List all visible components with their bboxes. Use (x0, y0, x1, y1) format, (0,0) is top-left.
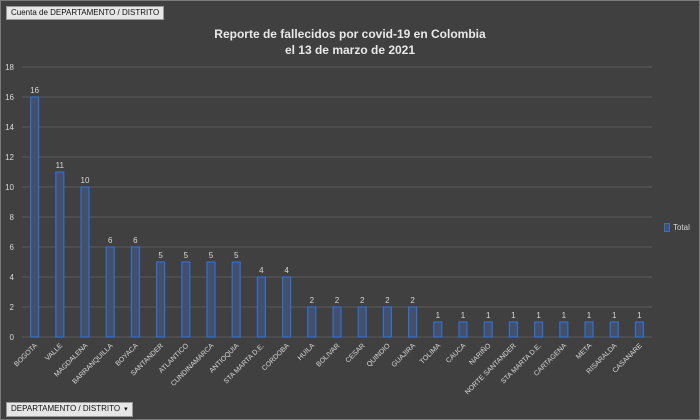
axis-field-button[interactable]: DEPARTAMENTO / DISTRITO ▾ (6, 402, 133, 417)
data-label: 1 (461, 311, 466, 320)
bar (458, 321, 468, 338)
axis-field-label: DEPARTAMENTO / DISTRITO (11, 404, 121, 413)
data-label: 1 (587, 311, 592, 320)
y-tick-label: 2 (10, 303, 15, 312)
data-label: 6 (108, 236, 113, 245)
bar (408, 306, 418, 338)
bar (332, 306, 342, 338)
chart-subtitle: el 13 de marzo de 2021 (284, 43, 416, 57)
data-label: 1 (486, 311, 491, 320)
data-label: 6 (133, 236, 138, 245)
bar (584, 321, 594, 338)
data-label: 1 (562, 311, 567, 320)
data-label: 2 (410, 296, 415, 305)
data-label: 1 (637, 311, 642, 320)
legend-swatch (664, 223, 670, 233)
chart-legend: Total (664, 223, 690, 233)
x-tick-label: CAUCA (445, 342, 468, 365)
y-tick-label: 14 (5, 123, 14, 132)
data-label: 2 (335, 296, 340, 305)
data-label: 2 (310, 296, 315, 305)
data-label: 1 (612, 311, 617, 320)
x-tick-label: CORDOBA (261, 342, 291, 372)
y-tick-label: 12 (5, 153, 14, 162)
chart-title: Reporte de fallecidos por covid-19 en Co… (214, 27, 486, 41)
bar (30, 96, 40, 338)
x-tick-label: CUNDINAMARCA (170, 342, 216, 388)
bar (559, 321, 569, 338)
y-tick-label: 6 (10, 243, 15, 252)
data-label: 5 (209, 251, 214, 260)
x-tick-label: BOLIVAR (315, 342, 341, 368)
bar (55, 171, 65, 338)
x-tick-label: HUILA (297, 342, 317, 362)
bar (105, 246, 115, 338)
data-label: 16 (30, 86, 39, 95)
bar (256, 276, 266, 338)
x-tick-label: BOGOTA (13, 342, 39, 368)
data-label: 5 (158, 251, 163, 260)
x-tick-label: GUAJIRA (391, 342, 418, 369)
y-tick-label: 8 (10, 213, 15, 222)
data-label: 1 (436, 311, 441, 320)
y-tick-label: 4 (10, 273, 15, 282)
x-tick-label: CESAR (345, 342, 367, 364)
dropdown-arrow-icon: ▾ (124, 406, 128, 413)
x-tick-label: NORTE SANTANDER (464, 342, 518, 396)
data-label: 4 (284, 266, 289, 275)
x-tick-label: VALLE (44, 342, 64, 362)
x-tick-label: NARIÑO (467, 341, 493, 367)
bar (156, 261, 166, 338)
bar (533, 321, 544, 338)
x-tick-label: META (575, 342, 594, 361)
bar (382, 306, 392, 338)
bar (634, 321, 645, 338)
bar (80, 186, 90, 338)
data-label: 1 (536, 311, 541, 320)
value-field-button[interactable]: Cuenta de DEPARTAMENTO / DISTRITO (6, 6, 165, 20)
y-tick-label: 18 (5, 63, 14, 72)
bar (357, 306, 367, 338)
data-label: 11 (56, 161, 65, 170)
data-label: 5 (184, 251, 189, 260)
x-tick-label: TOLIMA (419, 342, 443, 366)
y-tick-label: 0 (10, 333, 15, 342)
bar (181, 261, 191, 338)
bar (130, 246, 140, 338)
legend-label: Total (673, 223, 690, 232)
bar (206, 261, 216, 338)
bar (433, 321, 443, 338)
y-tick-label: 10 (5, 183, 14, 192)
bar (231, 261, 241, 338)
bar (609, 321, 619, 338)
bar (508, 321, 518, 338)
data-label: 2 (360, 296, 365, 305)
x-tick-label: BOYACA (115, 342, 140, 367)
bar (307, 306, 317, 338)
data-label: 1 (511, 311, 516, 320)
data-label: 4 (259, 266, 264, 275)
x-tick-label: QUINDIO (366, 342, 393, 369)
bar (483, 321, 493, 338)
data-label: 5 (234, 251, 239, 260)
bar (282, 276, 292, 338)
y-tick-label: 16 (5, 93, 14, 102)
data-label: 2 (385, 296, 390, 305)
data-label: 10 (81, 176, 90, 185)
